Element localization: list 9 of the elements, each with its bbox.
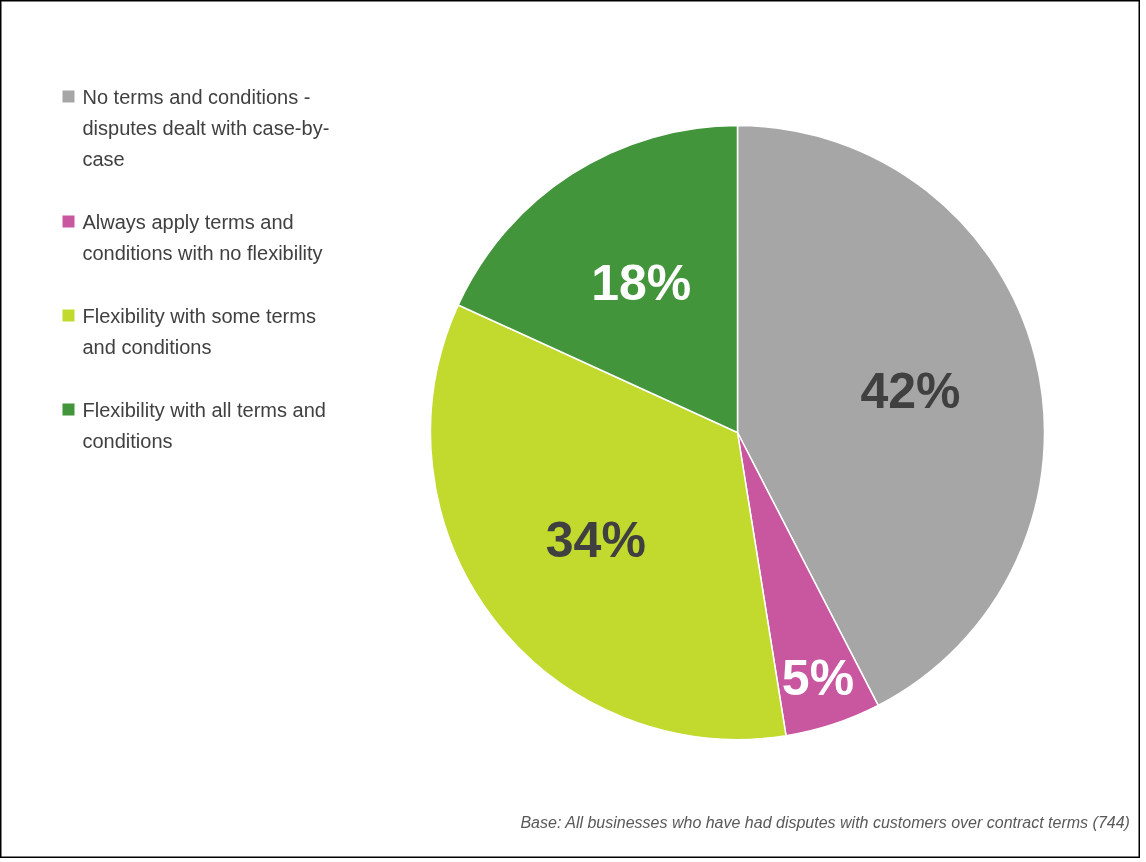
legend-label: Always apply terms and conditions with no flexibility xyxy=(82,210,323,264)
data-label: 42% xyxy=(860,362,961,419)
legend-label: Flexibility with all terms and conditions xyxy=(82,398,326,452)
data-label: 18% xyxy=(591,254,692,311)
data-label: 5% xyxy=(781,649,855,706)
data-label: 34% xyxy=(545,512,646,569)
text: Base: All businesses who have had disputes with customers over contract terms (744) xyxy=(520,814,1130,831)
legend-label: Flexibility with some terms and conditions xyxy=(82,304,316,358)
legend-label: No terms and conditions - disputes dealt with case-by-case xyxy=(82,85,330,170)
